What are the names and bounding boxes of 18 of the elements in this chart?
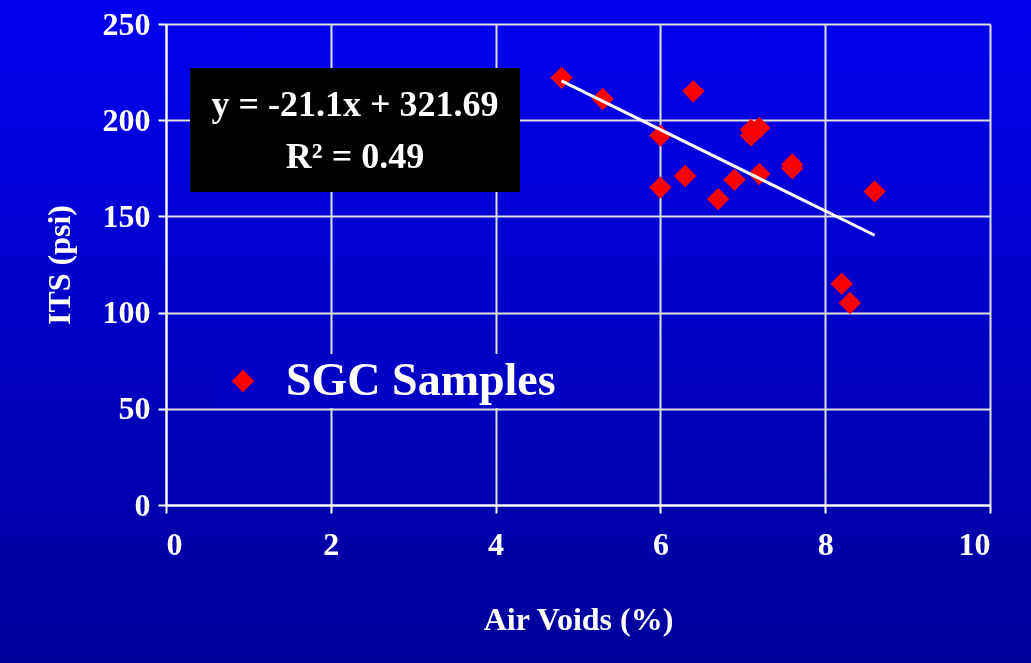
y-axis-title: ITS (psi) (40, 204, 77, 326)
x-tick-label: 10 (958, 525, 991, 562)
equation-box: y = -21.1x + 321.69 R² = 0.49 (190, 68, 520, 192)
y-tick-label: 150 (102, 197, 151, 234)
annotation: y = -21.1x + 321.69 (210, 83, 500, 126)
x-tick-label: 4 (488, 525, 505, 562)
y-tick-label: 200 (102, 101, 151, 138)
x-axis-title: Air Voids (%) (483, 600, 674, 637)
y-tick-label: 250 (102, 5, 151, 42)
x-tick-label: 6 (652, 525, 669, 562)
y-tick-label: 50 (118, 390, 151, 427)
x-tick-label: 8 (817, 525, 834, 562)
y-tick-label: 100 (102, 294, 151, 331)
legend-label: SGC Samples (286, 354, 556, 405)
x-tick-label: 2 (323, 525, 340, 562)
x-tick-label: 0 (166, 525, 183, 562)
annotation: R² = 0.49 (284, 135, 426, 178)
y-tick-label: 0 (134, 486, 151, 523)
